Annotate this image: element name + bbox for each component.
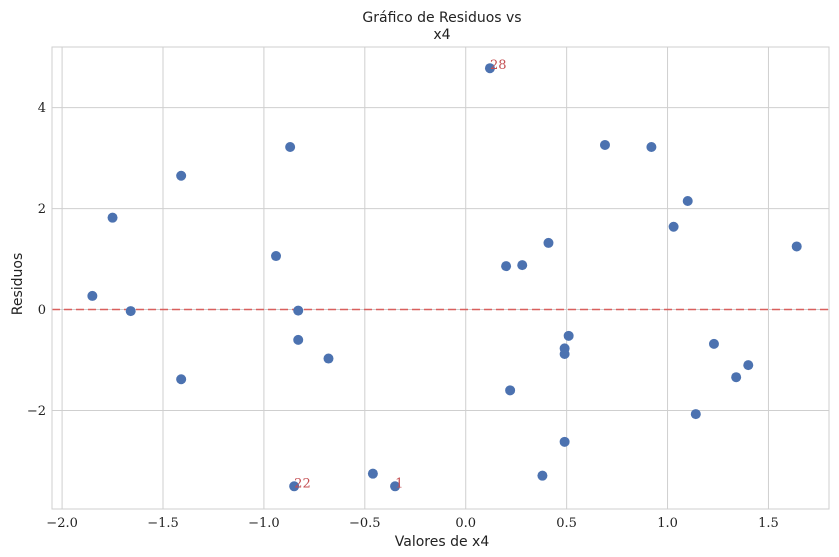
point-annotation: 28 xyxy=(490,58,507,73)
x-tick-label: 0.5 xyxy=(556,516,577,531)
data-point xyxy=(563,330,574,341)
data-point xyxy=(708,338,719,349)
data-point xyxy=(285,141,296,152)
chart-title-line-1: Gráfico de Residuos vs xyxy=(362,10,521,26)
data-point xyxy=(543,237,554,248)
y-tick-label: 2 xyxy=(38,202,46,217)
x-tick-label: 1.0 xyxy=(657,516,678,531)
x-tick-label: −2.0 xyxy=(46,516,78,531)
y-tick-label: 0 xyxy=(38,303,46,318)
data-point xyxy=(176,170,187,181)
grid xyxy=(52,47,829,509)
y-axis-label: Residuos xyxy=(10,253,26,316)
point-annotation: 1 xyxy=(395,476,403,491)
x-axis-label: Valores de x4 xyxy=(395,534,490,550)
plot-frame xyxy=(51,46,830,510)
point-annotations: 28 22 1 xyxy=(294,58,506,491)
data-point xyxy=(537,470,548,481)
data-point xyxy=(323,353,334,364)
data-point xyxy=(293,305,304,316)
data-point xyxy=(505,385,516,396)
data-point xyxy=(87,290,98,301)
data-point xyxy=(743,360,754,371)
data-point xyxy=(690,409,701,420)
y-tick-labels: −2 0 2 4 xyxy=(27,101,46,419)
data-point xyxy=(125,306,136,317)
data-point xyxy=(791,241,802,252)
x-tick-label: 0.0 xyxy=(455,516,476,531)
data-point xyxy=(682,196,693,206)
data-point xyxy=(271,251,282,262)
data-point xyxy=(559,436,570,447)
data-point xyxy=(731,372,742,383)
data-points xyxy=(87,63,802,492)
data-point xyxy=(289,481,300,492)
y-tick-label: −2 xyxy=(27,404,46,419)
data-point xyxy=(501,261,512,272)
data-point xyxy=(599,139,610,150)
chart-title-line-2: x4 xyxy=(433,27,450,43)
data-point xyxy=(559,348,570,359)
data-point xyxy=(176,374,187,385)
x-tick-label: −0.5 xyxy=(349,516,381,531)
data-point xyxy=(646,141,657,152)
data-point xyxy=(390,481,401,492)
data-point xyxy=(484,63,495,74)
x-tick-label: −1.5 xyxy=(147,516,179,531)
x-tick-labels: −2.0 −1.5 −1.0 −0.5 0.0 0.5 1.0 1.5 xyxy=(46,516,778,531)
data-point xyxy=(293,334,304,345)
point-annotation: 22 xyxy=(294,476,311,491)
data-point xyxy=(367,468,378,479)
x-tick-label: 1.5 xyxy=(758,516,779,531)
x-tick-label: −1.0 xyxy=(248,516,280,531)
data-point xyxy=(517,260,528,271)
data-point xyxy=(107,212,118,223)
y-tick-label: 4 xyxy=(38,101,46,116)
data-point xyxy=(668,221,679,232)
